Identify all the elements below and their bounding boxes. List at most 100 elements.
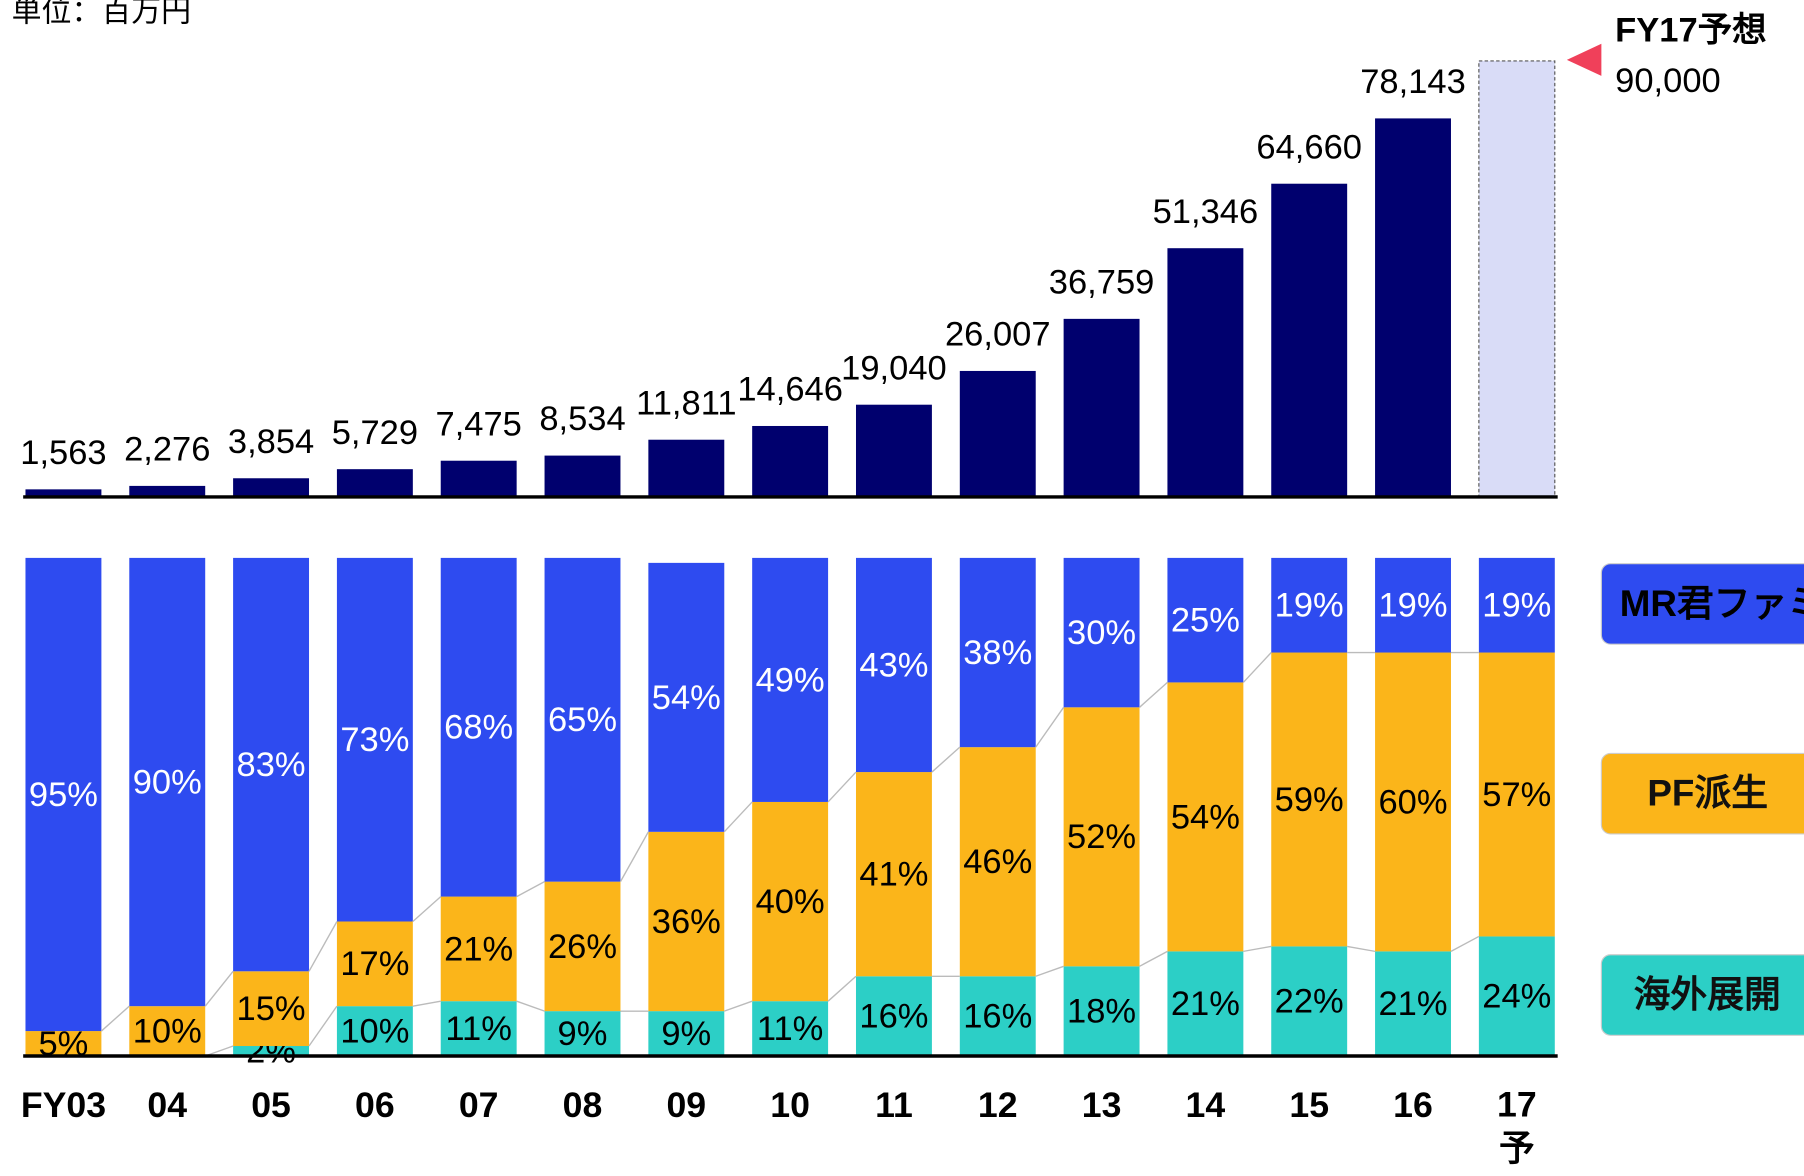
connector [516, 881, 545, 898]
x-tick-label: 09 [666, 1085, 706, 1125]
bar [648, 439, 725, 497]
bar-segment [1478, 652, 1555, 937]
bar-segment [1167, 557, 1244, 683]
value-label: 41% [859, 856, 928, 894]
forecast-label: FY17予想 [1615, 11, 1766, 49]
value-label: 64,660 [1256, 128, 1362, 166]
value-label: 49% [756, 661, 825, 699]
value-label: 30% [1067, 614, 1136, 652]
value-label: 22% [1275, 983, 1344, 1021]
value-label: 2,276 [124, 431, 210, 469]
bar-segment [440, 557, 517, 897]
bar [752, 425, 829, 497]
value-label: 11% [445, 1010, 512, 1048]
x-tick-label: 13 [1082, 1085, 1122, 1125]
value-label: 57% [1482, 776, 1551, 814]
bar-segment [648, 831, 725, 1012]
x-tick-label: 05 [251, 1085, 291, 1125]
bar-segment [233, 971, 310, 1047]
bar [1167, 248, 1244, 497]
value-label: 36% [652, 903, 721, 941]
value-label: 38% [963, 634, 1032, 672]
value-label: 3,854 [228, 423, 314, 461]
bar [336, 469, 413, 497]
connector [827, 975, 857, 1002]
value-label: 21% [444, 930, 513, 968]
x-tick-label: 17 予 [1497, 1085, 1537, 1169]
connector [724, 1000, 753, 1012]
bar-segment [129, 557, 206, 1007]
value-label: 90% [133, 763, 202, 801]
value-label: 43% [859, 646, 928, 684]
value-label: 16% [859, 998, 928, 1036]
value-label: 19% [1378, 587, 1447, 625]
bar-segment [1375, 652, 1451, 952]
legend-box [1600, 752, 1804, 835]
value-label: 9% [558, 1015, 608, 1053]
forecast-bar [1478, 60, 1556, 498]
value-label: 5,729 [332, 414, 418, 452]
bar [233, 478, 310, 497]
x-tick-label: 06 [355, 1085, 395, 1125]
value-label: 68% [444, 709, 513, 747]
forecast-arrow [1566, 43, 1602, 76]
value-label: 24% [1482, 978, 1551, 1016]
connector [931, 746, 961, 773]
value-label: 54% [1171, 798, 1240, 836]
bar-segment [1063, 557, 1140, 708]
x-tick-label: 12 [978, 1085, 1018, 1125]
value-label: 16% [963, 998, 1032, 1036]
bar-segment [959, 557, 1036, 748]
bar-segment [440, 896, 517, 1002]
value-label: 11% [757, 1010, 824, 1048]
x-tick-label: 14 [1186, 1085, 1226, 1125]
bar-segment [440, 1001, 517, 1056]
bar-segment [544, 881, 621, 1012]
connector [308, 1005, 338, 1047]
bar-segment [1167, 951, 1244, 1056]
bar-segment [959, 747, 1036, 977]
bar-segment [544, 1011, 621, 1056]
bar [129, 485, 206, 497]
bar-segment [336, 921, 413, 1007]
value-label: 95% [29, 776, 98, 814]
bar [440, 460, 517, 497]
value-label: 60% [1378, 783, 1447, 821]
legend-label: MR君ファミリ [1620, 583, 1804, 624]
value-label: 10% [133, 1012, 202, 1050]
value-label: 19% [1482, 587, 1551, 625]
legend-box [1600, 563, 1804, 645]
value-label: 21% [1171, 985, 1240, 1023]
bar-segment [1063, 707, 1140, 967]
value-label: 11,811 [636, 384, 736, 422]
connector [1347, 945, 1376, 953]
legend-label: 海外展開 [1634, 974, 1781, 1015]
bar [1375, 118, 1451, 497]
value-label: 14,646 [737, 371, 843, 409]
connector [619, 831, 649, 882]
value-label: 10% [340, 1012, 409, 1050]
connector [1242, 652, 1272, 683]
value-label: 1,563 [20, 434, 106, 472]
bar-segment [1271, 946, 1348, 1056]
value-label: 15% [237, 990, 306, 1028]
bar-segment [336, 557, 413, 922]
connector [1035, 965, 1064, 977]
bar-segment [1375, 557, 1451, 653]
value-label: 21% [1378, 985, 1447, 1023]
value-label: 26% [548, 928, 617, 966]
value-label: 7,475 [436, 405, 522, 443]
bar-segment [752, 801, 829, 1002]
bar [1271, 183, 1348, 497]
bar-segment [648, 1011, 725, 1056]
x-tick-label: 04 [147, 1085, 187, 1125]
bar-segment [855, 557, 932, 773]
bar-segment [855, 976, 932, 1056]
legend-label: PF派生 [1647, 773, 1768, 814]
legend-box [1600, 954, 1804, 1036]
bar-segment [1478, 936, 1555, 1056]
value-label: 36,759 [1049, 263, 1155, 301]
value-label: 18% [1067, 993, 1136, 1031]
x-tick-label: 16 [1393, 1085, 1433, 1125]
bar [959, 370, 1036, 497]
